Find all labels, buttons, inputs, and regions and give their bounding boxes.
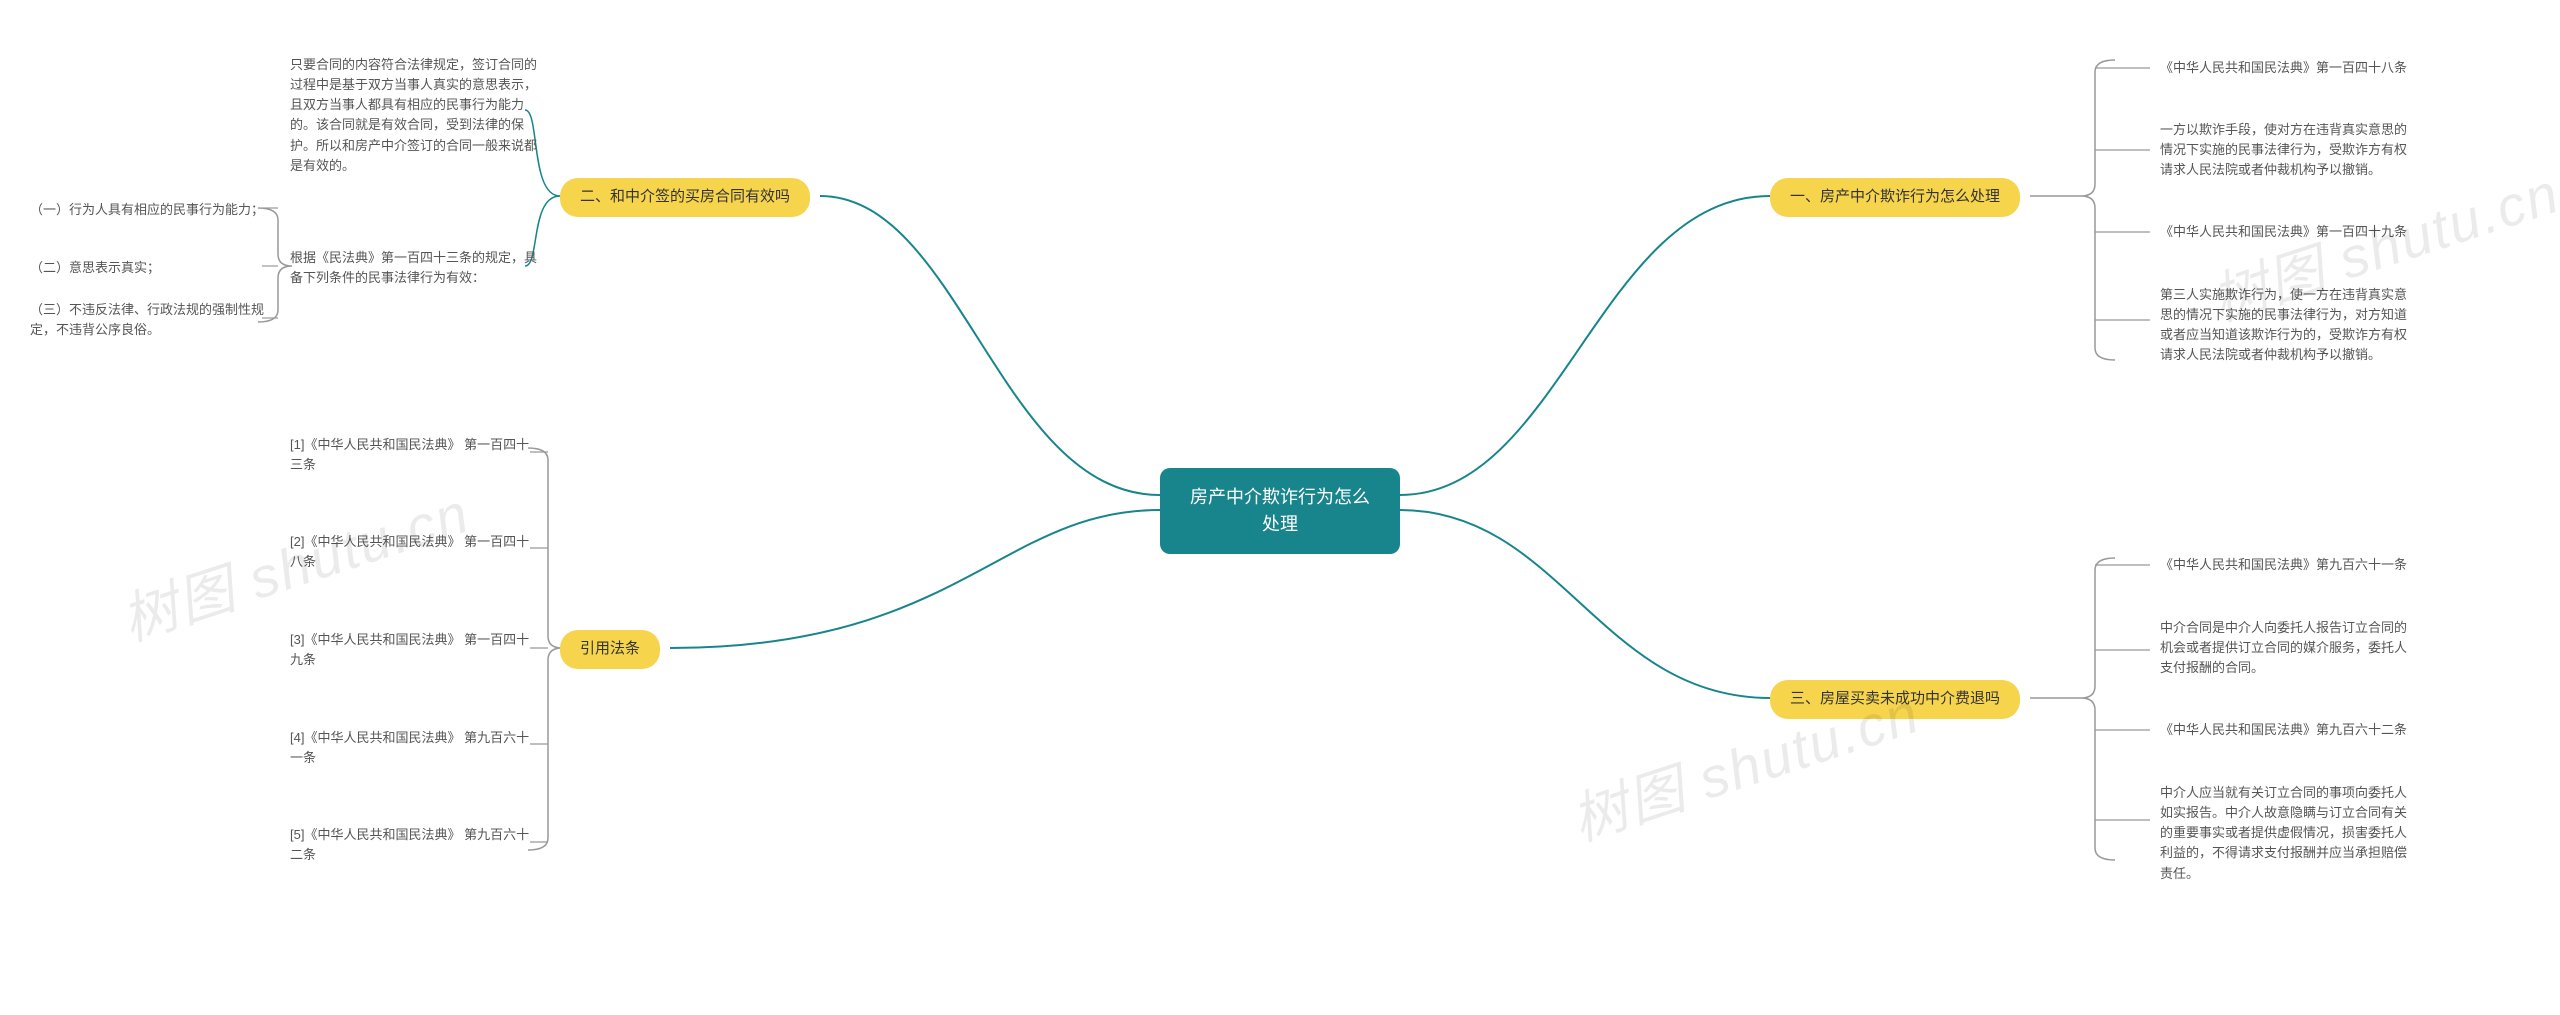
leaf-b1_2: 一方以欺诈手段，使对方在违背真实意思的情况下实施的民事法律行为，受欺诈方有权请求… bbox=[2160, 120, 2410, 180]
mindmap-root: 房产中介欺诈行为怎么处理 bbox=[1160, 468, 1400, 554]
leaf-b2_1: 只要合同的内容符合法律规定，签订合同的过程中是基于双方当事人真实的意思表示，且双… bbox=[290, 55, 540, 176]
leaf-b2_2_3: （三）不违反法律、行政法规的强制性规定，不违背公序良俗。 bbox=[30, 300, 280, 340]
leaf-b4_5: [5]《中华人民共和国民法典》 第九百六十二条 bbox=[290, 825, 540, 865]
root-label: 房产中介欺诈行为怎么处理 bbox=[1190, 487, 1370, 534]
branch-b3: 三、房屋买卖未成功中介费退吗 bbox=[1770, 680, 2020, 719]
edge-root-b2 bbox=[820, 196, 1160, 495]
edge-root-b3 bbox=[1400, 510, 1770, 698]
branch-b4: 引用法条 bbox=[560, 630, 660, 669]
leaf-b2_2_2: （二）意思表示真实； bbox=[30, 258, 160, 278]
leaf-b1_1: 《中华人民共和国民法典》第一百四十八条 bbox=[2160, 58, 2407, 78]
bracket-b1 bbox=[2081, 60, 2115, 360]
leaf-b2_2: 根据《民法典》第一百四十三条的规定，具备下列条件的民事法律行为有效： bbox=[290, 248, 540, 288]
branch-b1: 一、房产中介欺诈行为怎么处理 bbox=[1770, 178, 2020, 217]
leaf-b4_2: [2]《中华人民共和国民法典》 第一百四十八条 bbox=[290, 532, 540, 572]
leaf-b3_4: 中介人应当就有关订立合同的事项向委托人如实报告。中介人故意隐瞒与订立合同有关的重… bbox=[2160, 783, 2410, 884]
leaf-b3_1: 《中华人民共和国民法典》第九百六十一条 bbox=[2160, 555, 2407, 575]
leaf-b4_3: [3]《中华人民共和国民法典》 第一百四十九条 bbox=[290, 630, 540, 670]
leaf-b1_3: 《中华人民共和国民法典》第一百四十九条 bbox=[2160, 222, 2407, 242]
leaf-b4_1: [1]《中华人民共和国民法典》 第一百四十三条 bbox=[290, 435, 540, 475]
branch-b2: 二、和中介签的买房合同有效吗 bbox=[560, 178, 810, 217]
leaf-b2_2_1: （一）行为人具有相应的民事行为能力； bbox=[30, 200, 264, 220]
edge-root-b4 bbox=[670, 510, 1160, 648]
leaf-b4_4: [4]《中华人民共和国民法典》 第九百六十一条 bbox=[290, 728, 540, 768]
leaf-b1_4: 第三人实施欺诈行为，使一方在违背真实意思的情况下实施的民事法律行为，对方知道或者… bbox=[2160, 285, 2410, 366]
bracket-b3 bbox=[2081, 558, 2115, 860]
leaf-b3_2: 中介合同是中介人向委托人报告订立合同的机会或者提供订立合同的媒介服务，委托人支付… bbox=[2160, 618, 2410, 678]
edge-root-b1 bbox=[1400, 196, 1770, 495]
leaf-b3_3: 《中华人民共和国民法典》第九百六十二条 bbox=[2160, 720, 2407, 740]
